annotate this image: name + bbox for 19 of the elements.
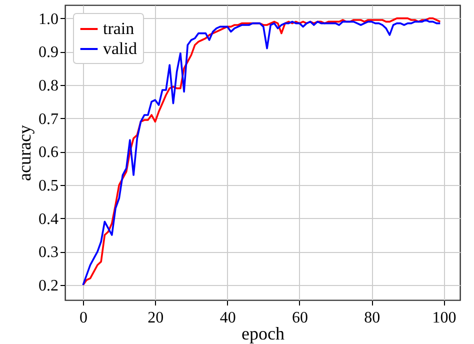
x-axis-title: epoch xyxy=(242,324,284,344)
y-tick-label: 0.2 xyxy=(38,278,58,294)
y-tick-label: 0.3 xyxy=(38,244,58,262)
legend-label: valid xyxy=(103,39,138,58)
legend-label: train xyxy=(103,19,135,38)
y-tick-label: 0.5 xyxy=(38,178,58,194)
y-tick-label: 0.6 xyxy=(38,144,58,162)
y-tick-label: 1.0 xyxy=(38,10,58,28)
y-tick-label: 0.4 xyxy=(38,210,58,228)
y-tick-label: 0.7 xyxy=(38,110,58,128)
x-tick-label: 100 xyxy=(432,310,456,326)
x-tick-label: 0 xyxy=(80,310,88,326)
x-tick-label: 40 xyxy=(220,310,236,326)
y-tick-label: 0.9 xyxy=(38,44,58,62)
x-tick-label: 20 xyxy=(148,310,164,326)
x-tick-label: 80 xyxy=(364,310,380,326)
x-tick-label: 60 xyxy=(292,310,308,326)
y-axis-title: acuracy xyxy=(14,125,34,181)
y-tick-label: 0.8 xyxy=(38,78,58,94)
